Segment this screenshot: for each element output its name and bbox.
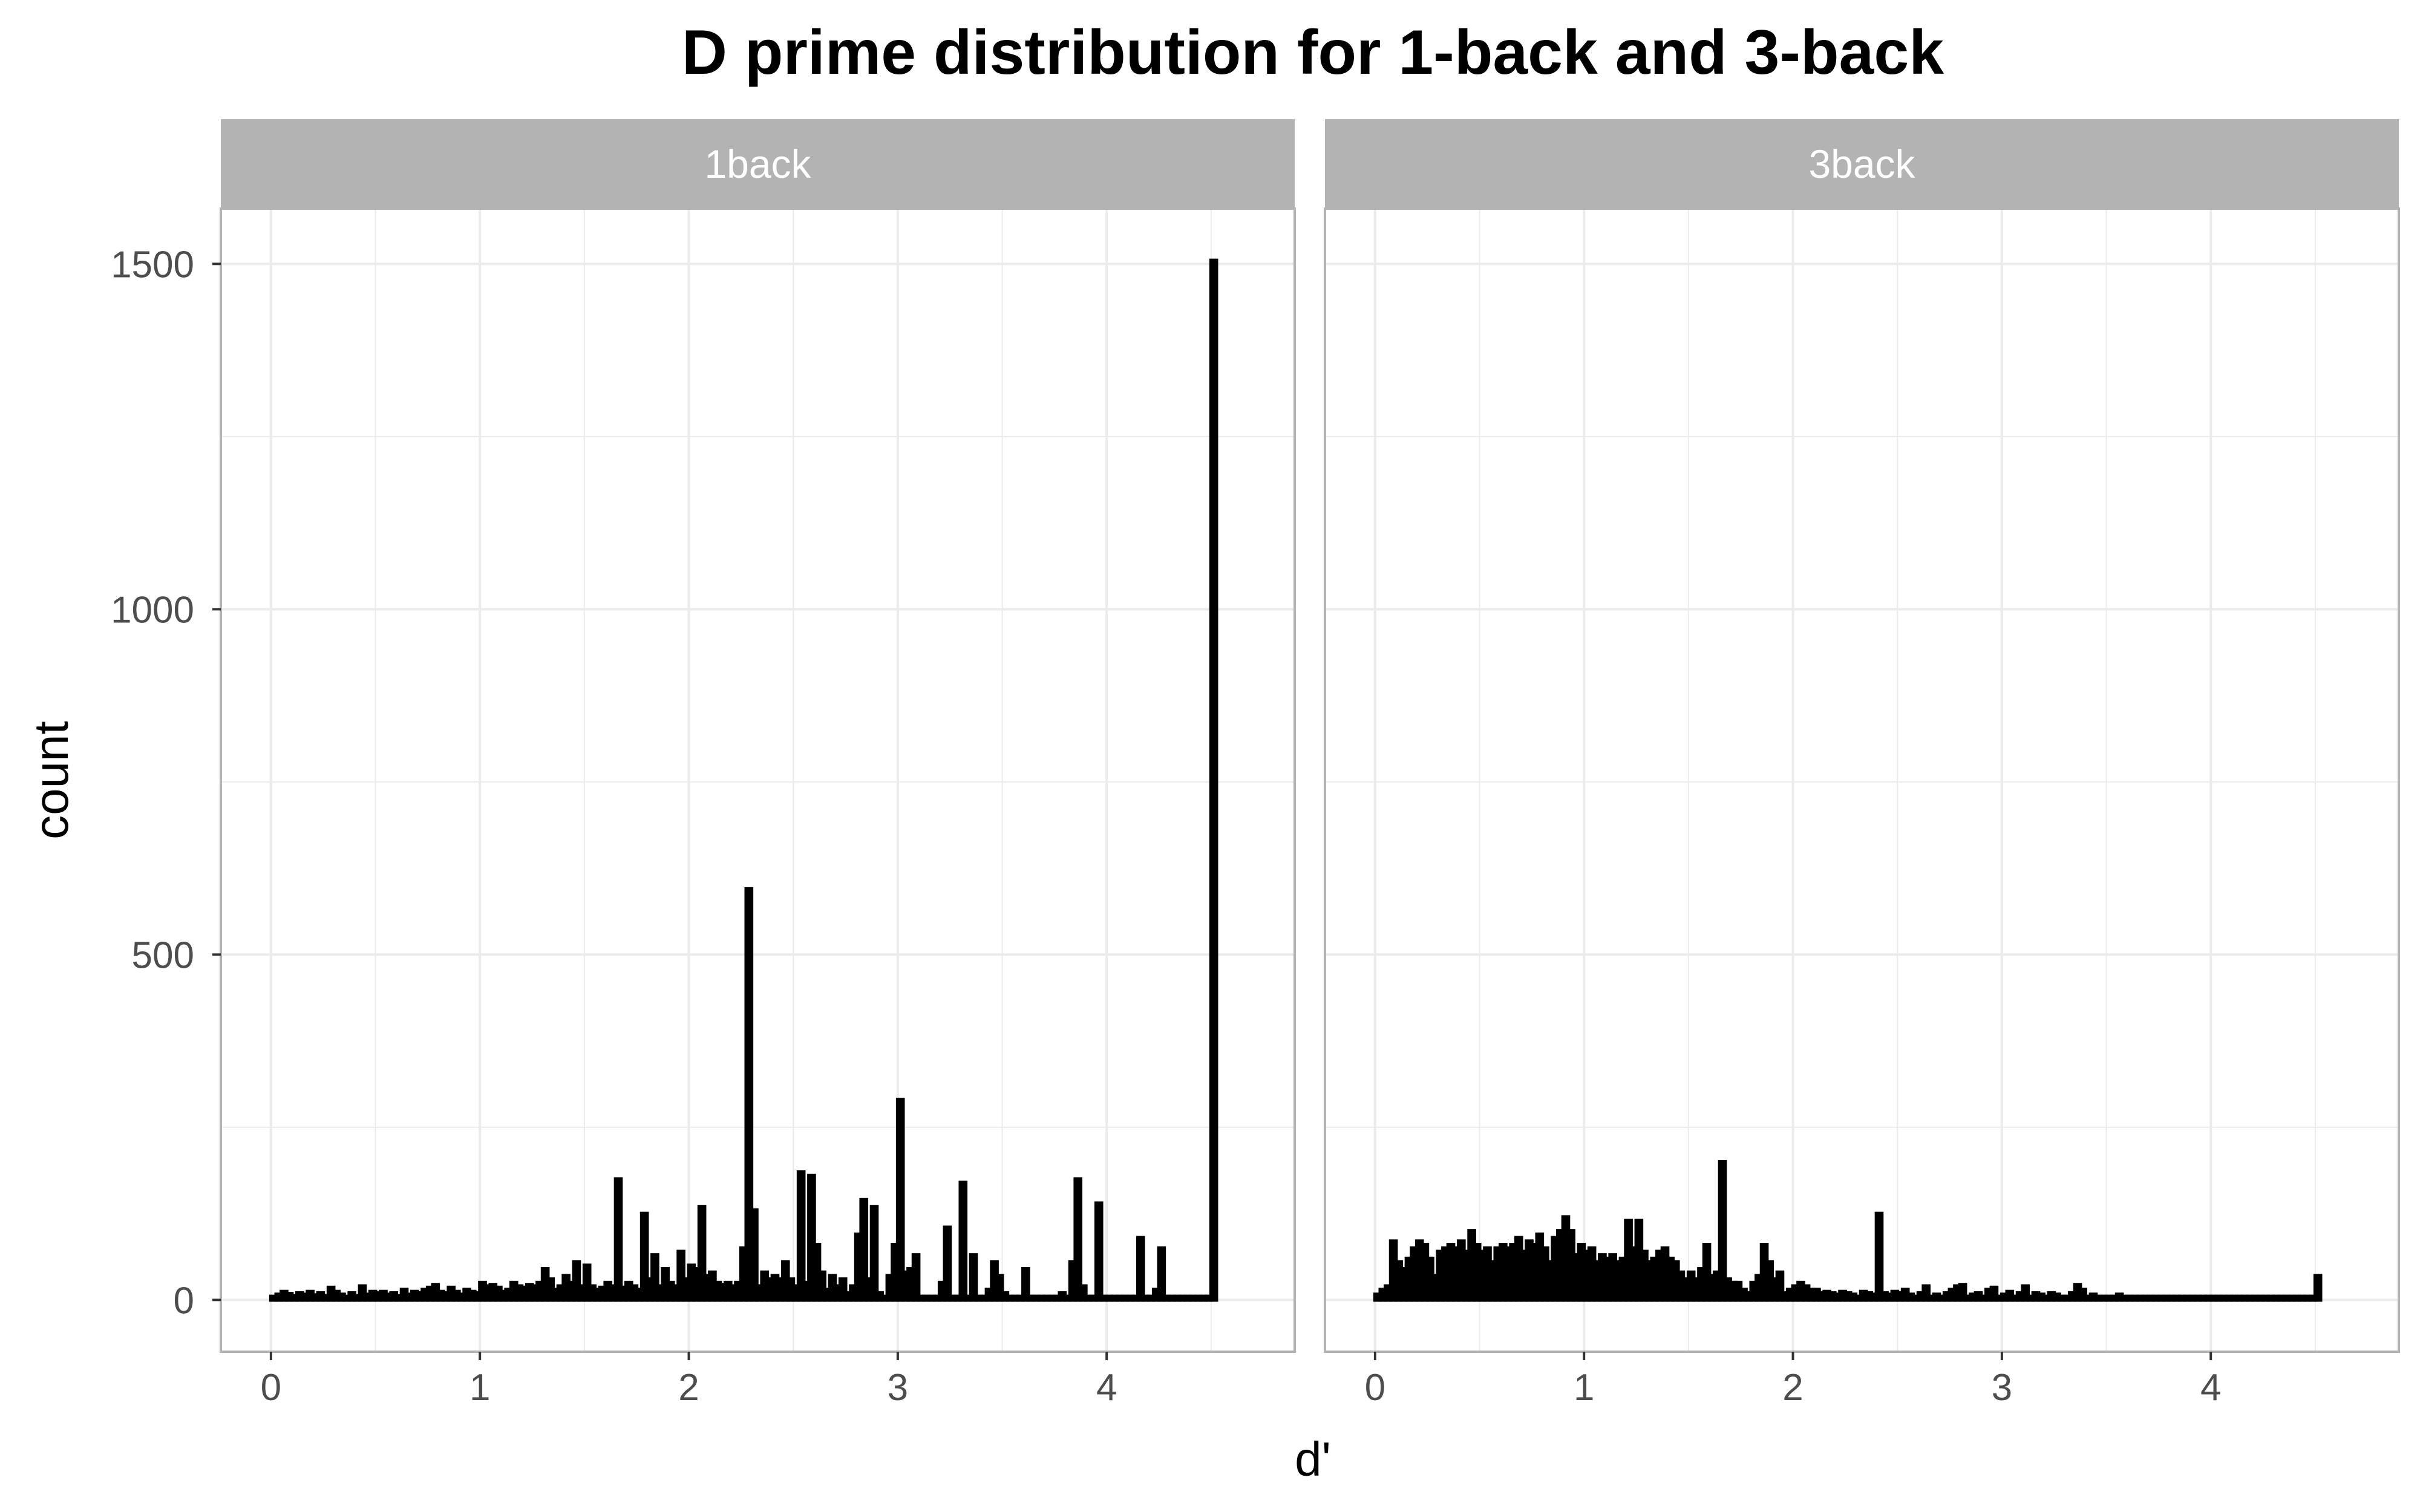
y-axis-tick-labels: 0 500 1000 1500: [111, 244, 194, 1321]
histogram-bar: [796, 1170, 806, 1302]
x-tick-label: 3: [888, 1367, 908, 1409]
histogram-bar: [969, 1253, 978, 1302]
x-tick-label: 2: [1782, 1367, 1803, 1409]
chart-title: D prime distribution for 1-back and 3-ba…: [682, 18, 1944, 88]
histogram-bar: [1874, 1211, 1884, 1302]
histogram-bar: [582, 1263, 592, 1302]
histogram-bar: [613, 1177, 623, 1302]
facet-panel-3back: 3back 0 1 2 3 4: [1324, 119, 2400, 1409]
histogram-bar: [869, 1205, 879, 1302]
histogram-bar: [817, 1270, 827, 1302]
x-tick-label: 4: [1096, 1367, 1117, 1409]
x-tick-label: 4: [2200, 1367, 2221, 1409]
y-tick-label: 1000: [111, 589, 194, 631]
histogram-bar: [1958, 1283, 1967, 1302]
histogram-bar: [572, 1260, 581, 1302]
histogram-bar: [744, 887, 754, 1302]
histogram-bar: [995, 1274, 1004, 1302]
x-tick-label: 1: [1574, 1367, 1594, 1409]
histogram-bar: [958, 1181, 968, 1302]
histogram-bar: [1094, 1201, 1104, 1302]
histogram-bar: [2021, 1284, 2030, 1302]
histogram-bar: [750, 1208, 759, 1302]
histogram-bar: [1775, 1270, 1785, 1302]
facet-strip: [1325, 119, 2399, 209]
histogram-bar: [2313, 1274, 2323, 1302]
histogram-bar: [1073, 1177, 1083, 1302]
histogram-bar: [859, 1198, 869, 1302]
x-tick-label: 1: [469, 1367, 490, 1409]
histogram-bar: [1136, 1236, 1145, 1302]
histogram-bar: [1921, 1284, 1931, 1302]
x-tick-label: 0: [1365, 1367, 1385, 1409]
x-tick-label: 2: [678, 1367, 699, 1409]
x-tick-label: 3: [1992, 1367, 2012, 1409]
histogram-bar: [1989, 1285, 1999, 1302]
histogram-bar: [911, 1253, 921, 1302]
histogram-bar: [1718, 1159, 1727, 1302]
y-tick-label: 1500: [111, 244, 194, 285]
y-axis-title: count: [24, 721, 78, 839]
histogram-bar: [895, 1098, 905, 1302]
facet-strip-label: 3back: [1808, 142, 1915, 186]
histogram-bar: [807, 1173, 816, 1302]
histogram-bar: [943, 1225, 952, 1302]
x-axis-title: d': [1295, 1432, 1331, 1486]
histogram-bar: [1209, 258, 1218, 1302]
facet-panel-1back: 1back 0 1 2 3 4: [212, 119, 1296, 1409]
facet-strip: [221, 119, 1295, 209]
histogram-bar: [650, 1253, 659, 1302]
histogram-bar: [1079, 1284, 1088, 1302]
histogram-bar: [639, 1211, 649, 1302]
facet-panels: 1back 0 1 2 3 4 3back 0 1 2 3 4: [212, 119, 2400, 1409]
histogram-bar: [697, 1205, 707, 1302]
facet-strip-label: 1back: [704, 142, 811, 186]
histogram-bar: [1157, 1246, 1166, 1302]
panel-background: [221, 209, 1295, 1352]
panel-background: [1325, 209, 2399, 1352]
histogram-bar: [1702, 1242, 1712, 1302]
histogram-bar: [838, 1277, 848, 1302]
histogram-bar: [676, 1250, 685, 1302]
histogram-bar: [1021, 1266, 1030, 1302]
y-tick-label: 0: [174, 1280, 194, 1321]
x-tick-label: 0: [261, 1367, 281, 1409]
y-tick-label: 500: [132, 934, 194, 976]
